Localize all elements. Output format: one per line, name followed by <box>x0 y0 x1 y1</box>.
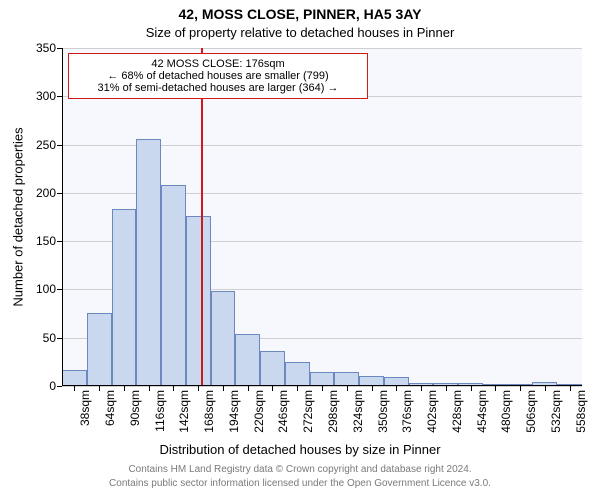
y-tick-label: 250 <box>36 138 56 152</box>
histogram-bar <box>310 372 335 386</box>
chart-subtitle: Size of property relative to detached ho… <box>0 25 600 40</box>
y-axis-label: Number of detached properties <box>11 127 26 306</box>
x-tick-label: 402sqm <box>425 386 439 433</box>
x-tick-label: 142sqm <box>177 386 191 433</box>
histogram-bar <box>136 139 161 386</box>
x-tick-label: 558sqm <box>574 386 588 433</box>
histogram-bar <box>211 291 236 386</box>
footer-line-1: Contains HM Land Registry data © Crown c… <box>0 464 600 475</box>
chart-title: 42, MOSS CLOSE, PINNER, HA5 3AY <box>0 6 600 22</box>
histogram-bar <box>285 362 310 386</box>
histogram-bar <box>334 372 359 386</box>
x-tick-label: 298sqm <box>326 386 340 433</box>
plot-area: 42 MOSS CLOSE: 176sqm← 68% of detached h… <box>62 48 582 386</box>
x-tick-label: 194sqm <box>227 386 241 433</box>
x-tick-label: 532sqm <box>549 386 563 433</box>
y-tick-label: 0 <box>49 379 56 393</box>
x-tick-label: 428sqm <box>450 386 464 433</box>
x-tick-label: 324sqm <box>351 386 365 433</box>
histogram-bar <box>186 216 211 386</box>
y-tick-label: 350 <box>36 41 56 55</box>
x-tick-label: 376sqm <box>400 386 414 433</box>
callout-line: ← 68% of detached houses are smaller (79… <box>79 70 357 82</box>
callout-box: 42 MOSS CLOSE: 176sqm← 68% of detached h… <box>68 53 368 99</box>
x-tick-label: 64sqm <box>103 386 117 426</box>
x-tick-label: 38sqm <box>78 386 92 426</box>
y-tick-label: 200 <box>36 186 56 200</box>
y-tick-label: 50 <box>43 331 56 345</box>
x-tick-label: 272sqm <box>301 386 315 433</box>
histogram-bar <box>87 313 112 386</box>
x-tick-label: 220sqm <box>252 386 266 433</box>
y-axis-line <box>62 48 63 386</box>
x-axis-label: Distribution of detached houses by size … <box>0 442 600 457</box>
callout-line: 42 MOSS CLOSE: 176sqm <box>79 58 357 70</box>
x-tick-label: 246sqm <box>276 386 290 433</box>
x-tick-label: 506sqm <box>524 386 538 433</box>
histogram-bar <box>235 334 260 386</box>
y-tick-label: 300 <box>36 89 56 103</box>
y-tick-label: 100 <box>36 282 56 296</box>
histogram-bar <box>161 185 186 386</box>
x-tick-label: 116sqm <box>153 386 167 432</box>
histogram-bar <box>112 209 137 386</box>
x-tick-label: 168sqm <box>202 386 216 433</box>
y-tick-label: 150 <box>36 234 56 248</box>
footer-line-2: Contains public sector information licen… <box>0 478 600 489</box>
histogram-bar <box>260 351 285 386</box>
x-tick-label: 350sqm <box>376 386 390 433</box>
x-tick-label: 90sqm <box>128 386 142 426</box>
chart-container: 42, MOSS CLOSE, PINNER, HA5 3AY Size of … <box>0 0 600 500</box>
x-tick-label: 454sqm <box>475 386 489 433</box>
gridline <box>62 48 582 49</box>
callout-line: 31% of semi-detached houses are larger (… <box>79 82 357 94</box>
histogram-bar <box>62 370 87 386</box>
x-tick-label: 480sqm <box>499 386 513 433</box>
